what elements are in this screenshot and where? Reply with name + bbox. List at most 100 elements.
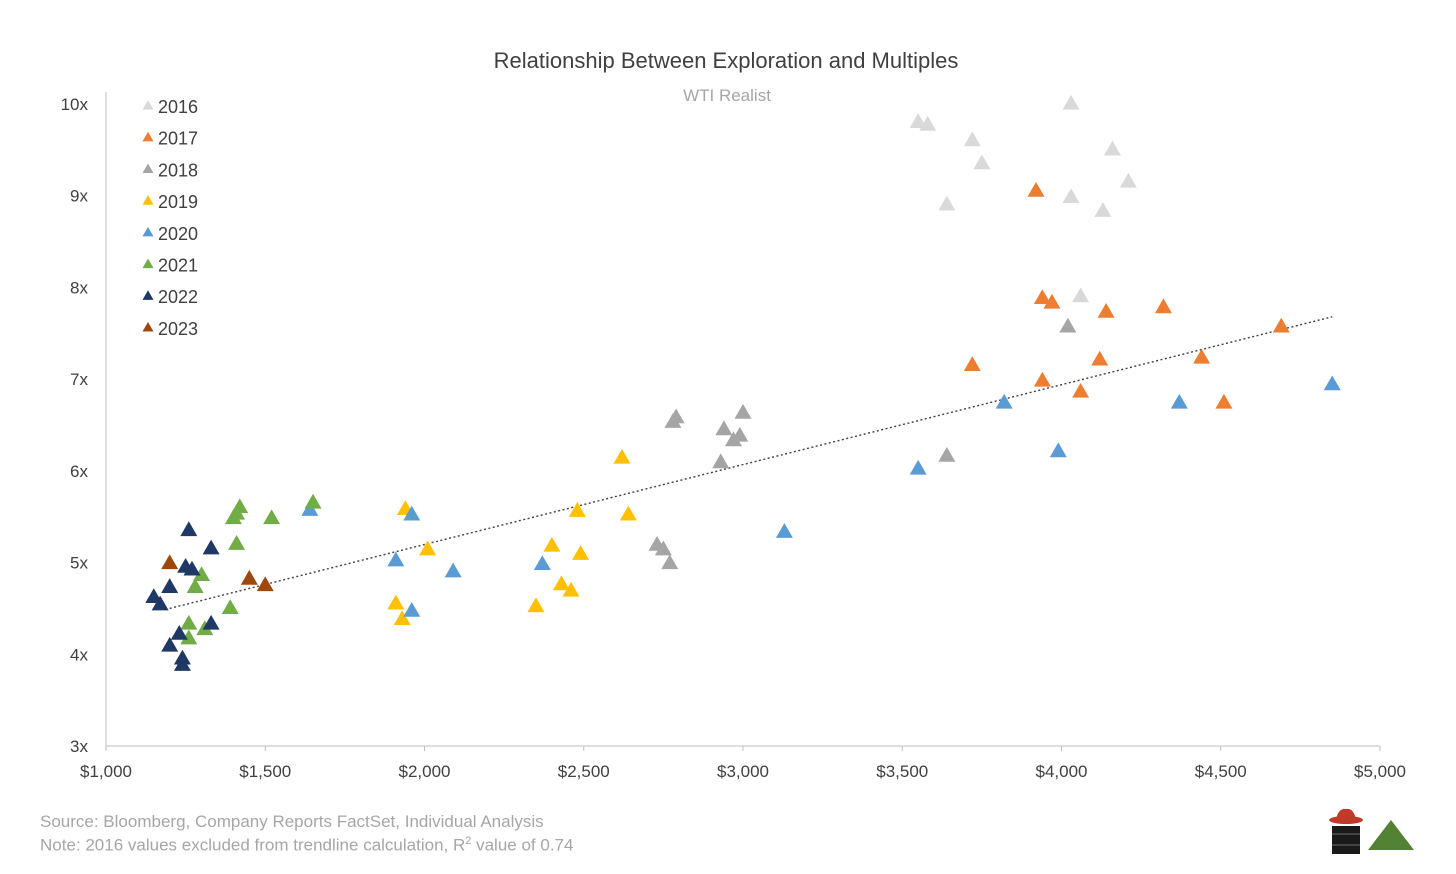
data-point-2023: [240, 569, 258, 585]
data-point-2016: [1072, 287, 1090, 303]
data-point-2019: [527, 597, 545, 613]
y-tick-label: 8x: [70, 278, 88, 297]
data-point-2021: [304, 493, 322, 509]
x-tick-label: $1,500: [239, 762, 291, 781]
legend-label-2019: 2019: [158, 192, 198, 212]
data-point-2022: [202, 539, 220, 555]
data-point-2020: [1049, 442, 1067, 458]
data-point-2019: [552, 575, 570, 591]
y-tick-label: 7x: [70, 370, 88, 389]
data-point-2020: [775, 523, 793, 538]
x-tick-label: $1,000: [80, 762, 132, 781]
data-point-2018: [724, 431, 742, 447]
axes: $1,000 $1,500 $2,000 $2,500 $3,000 $3,500 $4,0…: [61, 92, 1406, 781]
legend-label-2020: 2020: [158, 224, 198, 244]
footer-source: Source: Bloomberg, Company Reports FactS…: [40, 812, 544, 831]
data-point-2020: [909, 459, 927, 475]
x-tick-label: $4,000: [1036, 762, 1088, 781]
data-point-2023: [161, 554, 179, 570]
footer-note-sup: 2: [465, 835, 472, 847]
chart-title: Relationship Between Exploration and Mul…: [494, 48, 959, 73]
data-point-2022: [180, 521, 198, 537]
data-point-2017: [1215, 393, 1233, 409]
brand-logo: [1329, 808, 1414, 854]
data-point-2022: [151, 595, 169, 611]
trendline-layer: [169, 316, 1333, 610]
data-point-2018: [938, 447, 956, 462]
y-tick-label: 3x: [70, 737, 88, 756]
data-point-2019: [572, 545, 590, 560]
data-point-2019: [619, 505, 637, 521]
legend-label-2018: 2018: [158, 160, 198, 180]
data-point-2017: [1043, 293, 1061, 309]
data-point-2020: [1323, 375, 1341, 391]
data-point-2016: [1094, 202, 1112, 217]
data-point-2022: [161, 636, 179, 652]
data-point-2020: [533, 555, 551, 571]
data-point-2020: [995, 393, 1013, 409]
data-point-2016: [963, 131, 981, 147]
data-point-2022: [161, 578, 179, 593]
data-point-2018: [715, 420, 733, 436]
data-point-2018: [654, 540, 672, 556]
legend-label-2021: 2021: [158, 256, 198, 276]
data-point-2017: [1033, 289, 1051, 305]
legend-label-2016: 2016: [158, 97, 198, 117]
data-point-2018: [734, 403, 752, 419]
data-point-2017: [1154, 298, 1172, 314]
y-tick-label: 6x: [70, 462, 88, 481]
y-tick-label: 4x: [70, 645, 88, 664]
data-point-2017: [1072, 382, 1090, 398]
x-tick-label: $5,000: [1354, 762, 1406, 781]
data-point-2022: [173, 656, 191, 671]
legend-marker-2016: [142, 100, 154, 110]
data-point-2016: [973, 154, 991, 170]
data-point-2016: [909, 113, 927, 128]
data-point-2017: [1091, 350, 1109, 366]
data-point-2017: [963, 356, 981, 372]
y-tick-label: 5x: [70, 554, 88, 573]
data-point-2021: [228, 535, 246, 550]
data-point-2018: [1059, 317, 1077, 333]
data-points: [145, 94, 1341, 671]
data-point-2020: [403, 602, 421, 617]
data-point-2019: [568, 502, 586, 517]
x-tick-label: $2,000: [399, 762, 451, 781]
footer-note: Note: 2016 values excluded from trendlin…: [40, 835, 573, 856]
x-tick-label: $3,000: [717, 762, 769, 781]
trendline: [169, 316, 1333, 610]
data-point-2021: [180, 629, 198, 645]
legend-marker-2019: [142, 195, 154, 205]
y-tick-label: 9x: [70, 187, 88, 206]
legend: 2016 2017 2018 2019 2020 2021 2022 2023: [142, 97, 198, 339]
data-point-2016: [938, 195, 956, 211]
data-point-2023: [256, 576, 274, 592]
data-point-2021: [263, 509, 281, 525]
data-point-2019: [562, 581, 580, 597]
data-point-2021: [221, 599, 239, 615]
data-point-2017: [1027, 181, 1045, 197]
data-point-2016: [919, 115, 937, 131]
data-point-2022: [202, 614, 220, 630]
data-point-2021: [180, 614, 198, 630]
data-point-2016: [1062, 94, 1080, 110]
data-point-2018: [664, 413, 682, 428]
legend-label-2022: 2022: [158, 287, 198, 307]
data-point-2022: [183, 560, 201, 576]
y-tick-label: 10x: [61, 95, 89, 114]
footer-note-prefix: Note: 2016 values excluded from trendlin…: [40, 835, 466, 855]
data-point-2019: [613, 448, 631, 464]
legend-marker-2021: [142, 258, 154, 269]
data-point-2020: [403, 505, 421, 521]
data-point-2018: [712, 453, 730, 469]
data-point-2020: [387, 551, 405, 567]
data-point-2019: [387, 594, 405, 610]
x-tick-label: $4,500: [1195, 762, 1247, 781]
data-point-2020: [444, 562, 462, 578]
data-point-2017: [1272, 317, 1290, 333]
legend-marker-2018: [142, 163, 154, 174]
legend-label-2017: 2017: [158, 129, 198, 149]
logo-barrel: [1332, 826, 1360, 854]
legend-marker-2020: [142, 226, 154, 237]
